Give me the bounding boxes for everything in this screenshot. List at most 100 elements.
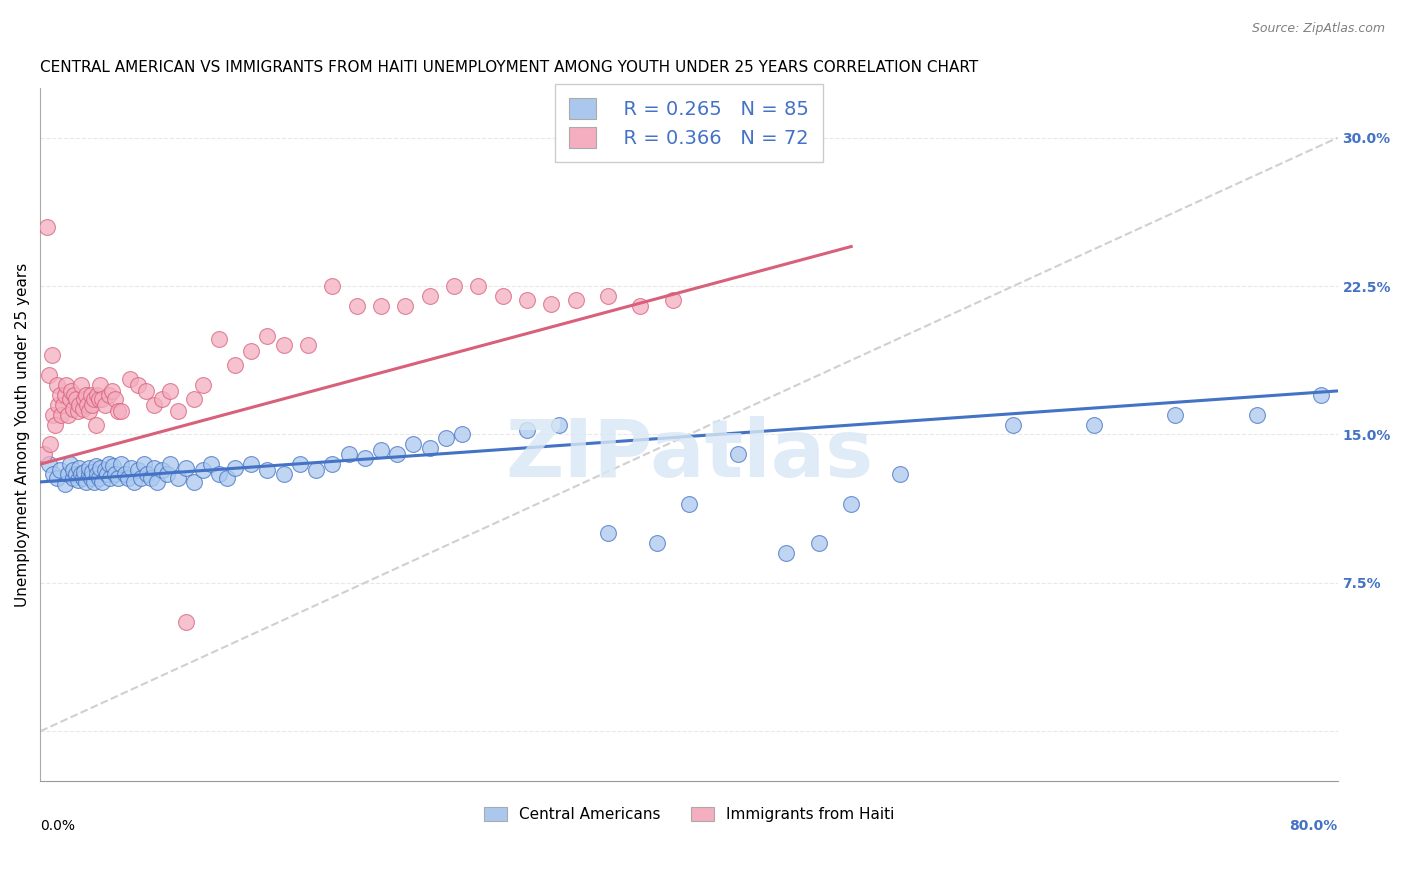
Point xyxy=(56,408,79,422)
Point xyxy=(596,289,619,303)
Point xyxy=(62,463,84,477)
Point xyxy=(83,475,105,489)
Point xyxy=(87,471,110,485)
Point xyxy=(94,463,117,477)
Point xyxy=(394,299,416,313)
Point xyxy=(114,467,136,481)
Point xyxy=(84,417,107,432)
Text: 80.0%: 80.0% xyxy=(1289,819,1337,833)
Point xyxy=(38,457,60,471)
Point xyxy=(72,401,94,416)
Point xyxy=(72,471,94,485)
Point xyxy=(39,437,62,451)
Text: CENTRAL AMERICAN VS IMMIGRANTS FROM HAITI UNEMPLOYMENT AMONG YOUTH UNDER 25 YEAR: CENTRAL AMERICAN VS IMMIGRANTS FROM HAIT… xyxy=(41,60,979,75)
Point xyxy=(52,398,75,412)
Point xyxy=(150,392,173,406)
Point xyxy=(97,457,120,471)
Point xyxy=(65,392,87,406)
Point xyxy=(224,461,246,475)
Point xyxy=(100,384,122,398)
Point xyxy=(167,471,190,485)
Point xyxy=(107,403,129,417)
Point xyxy=(159,384,181,398)
Point xyxy=(75,475,97,489)
Point xyxy=(124,475,146,489)
Point xyxy=(419,289,441,303)
Point xyxy=(297,338,319,352)
Point xyxy=(1246,408,1268,422)
Point xyxy=(66,473,89,487)
Point xyxy=(56,467,79,481)
Point xyxy=(548,417,571,432)
Point xyxy=(176,615,198,630)
Point xyxy=(167,403,190,417)
Point xyxy=(443,279,465,293)
Point xyxy=(86,467,108,481)
Point xyxy=(104,392,127,406)
Point xyxy=(467,279,489,293)
Point xyxy=(62,401,84,416)
Point xyxy=(127,378,149,392)
Point xyxy=(77,461,100,475)
Point xyxy=(94,398,117,412)
Point xyxy=(678,497,700,511)
Point xyxy=(70,378,93,392)
Point xyxy=(321,457,343,471)
Point xyxy=(120,461,142,475)
Point xyxy=(839,497,862,511)
Point xyxy=(142,398,165,412)
Point xyxy=(402,437,425,451)
Point xyxy=(156,467,179,481)
Point xyxy=(139,471,162,485)
Point xyxy=(59,392,82,406)
Point xyxy=(516,293,538,307)
Point xyxy=(516,424,538,438)
Point xyxy=(53,476,76,491)
Point xyxy=(191,463,214,477)
Point xyxy=(129,471,152,485)
Point xyxy=(889,467,911,481)
Point xyxy=(75,388,97,402)
Point xyxy=(273,338,295,352)
Point xyxy=(1164,408,1187,422)
Point xyxy=(77,403,100,417)
Point xyxy=(288,457,311,471)
Point xyxy=(208,467,231,481)
Point xyxy=(136,467,159,481)
Point xyxy=(628,299,651,313)
Point xyxy=(42,408,65,422)
Point xyxy=(38,368,60,383)
Point xyxy=(35,219,58,234)
Point xyxy=(51,408,73,422)
Point xyxy=(240,457,263,471)
Point xyxy=(337,447,360,461)
Point xyxy=(97,388,120,402)
Point xyxy=(564,293,586,307)
Point xyxy=(1002,417,1025,432)
Point xyxy=(346,299,368,313)
Point xyxy=(273,467,295,481)
Point xyxy=(41,348,63,362)
Point xyxy=(596,526,619,541)
Point xyxy=(42,467,65,481)
Point xyxy=(775,546,797,560)
Point xyxy=(67,398,90,412)
Point xyxy=(321,279,343,293)
Point xyxy=(89,461,111,475)
Point xyxy=(45,471,67,485)
Point xyxy=(65,467,87,481)
Point xyxy=(79,388,101,402)
Point xyxy=(1083,417,1105,432)
Point xyxy=(86,388,108,402)
Point xyxy=(89,378,111,392)
Point xyxy=(117,471,139,485)
Point xyxy=(305,463,328,477)
Point xyxy=(107,471,129,485)
Point xyxy=(240,344,263,359)
Point xyxy=(662,293,685,307)
Point xyxy=(110,403,132,417)
Point xyxy=(208,333,231,347)
Point xyxy=(540,297,562,311)
Point xyxy=(727,447,749,461)
Point xyxy=(87,392,110,406)
